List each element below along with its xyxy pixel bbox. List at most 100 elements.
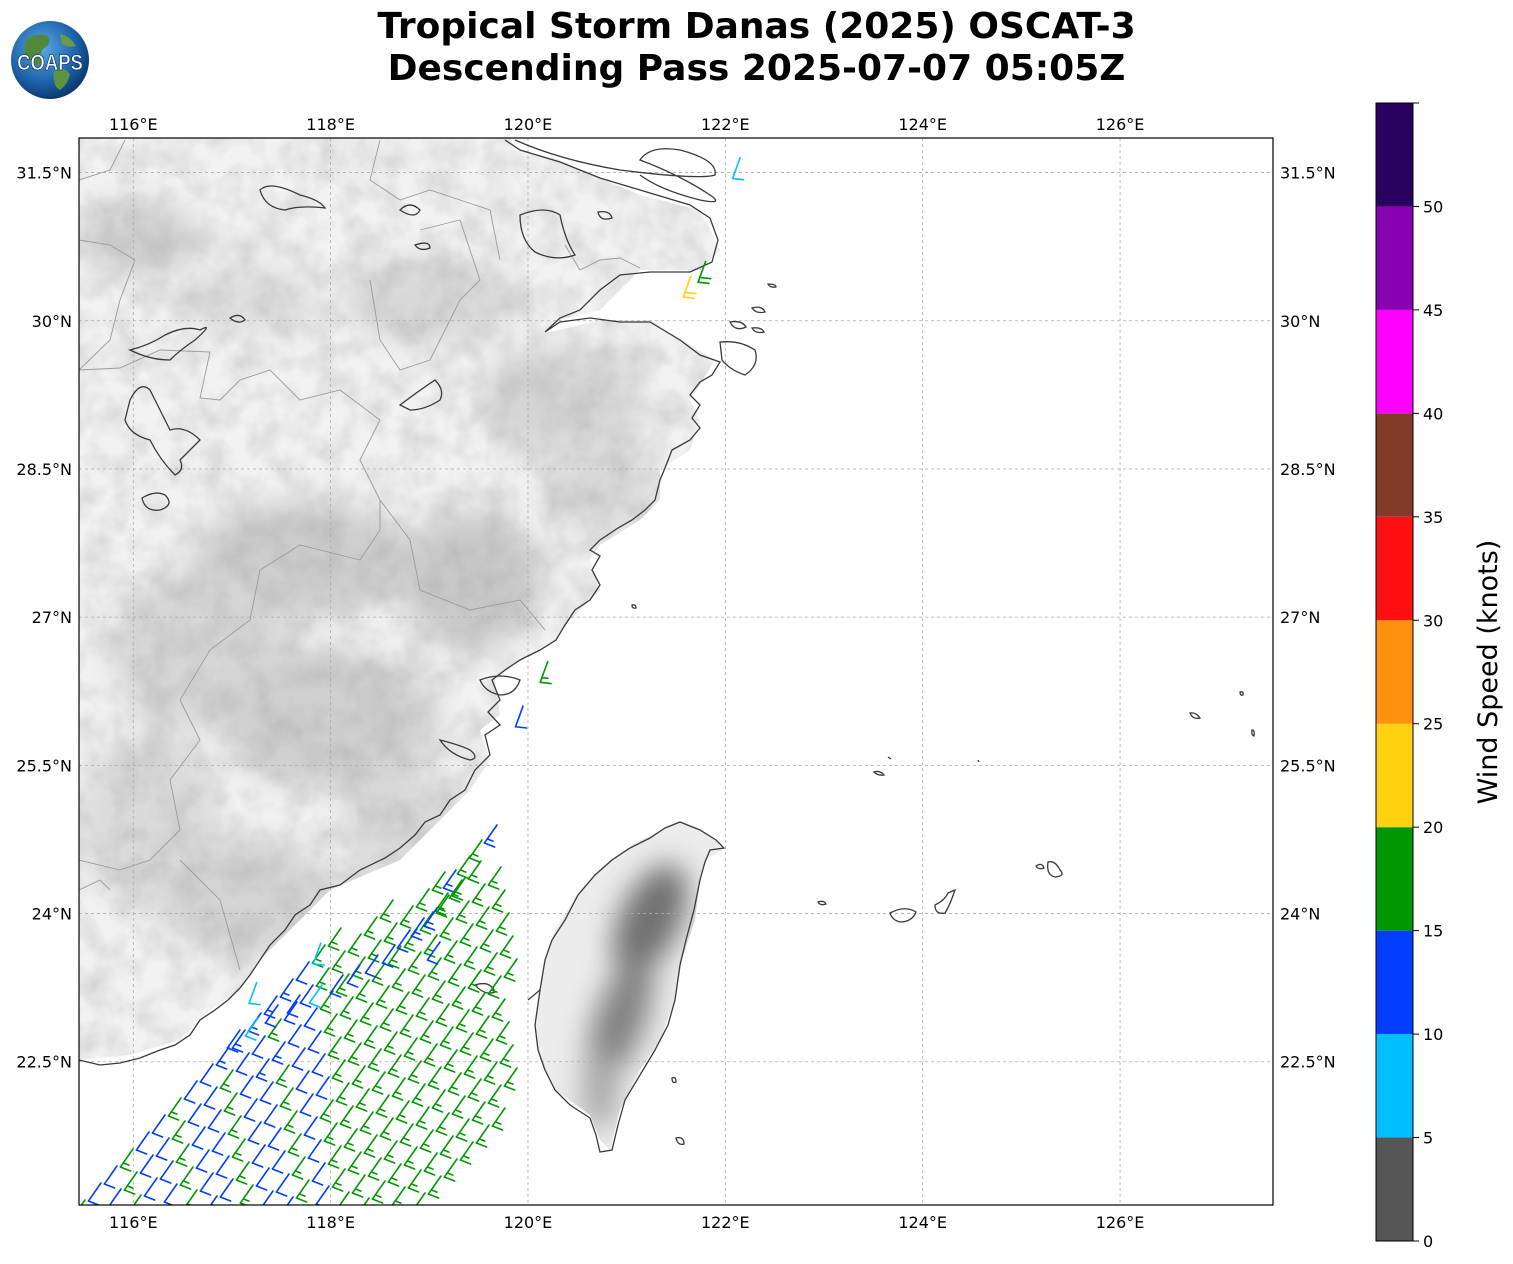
colorbar-bin-7 — [1376, 413, 1413, 517]
wind-barb — [251, 1144, 266, 1168]
wind-barb — [459, 1032, 474, 1056]
wind-barb — [383, 1140, 398, 1164]
lat-tick-left-5: 30°N — [32, 312, 72, 331]
wind-barb — [367, 1157, 382, 1181]
wind-barb — [179, 1166, 194, 1190]
wind-barb — [491, 998, 506, 1022]
wind-barb — [323, 1013, 338, 1037]
wind-barb — [87, 1182, 102, 1205]
wind-barb — [248, 981, 261, 1006]
wind-barb — [247, 1121, 262, 1145]
wind-barb — [435, 1112, 450, 1136]
lon-tick-top-3: 122°E — [701, 115, 750, 134]
colorbar-tick-2: 10 — [1423, 1025, 1443, 1044]
wind-barb — [135, 1131, 150, 1155]
wind-barb — [407, 951, 422, 975]
wind-barb — [295, 1070, 310, 1094]
wind-barb — [108, 1188, 122, 1205]
wind-barb — [185, 1189, 198, 1205]
wind-barb — [463, 1055, 478, 1079]
colorbar-frame — [1375, 102, 1414, 1242]
coaps-logo: COAPS — [11, 21, 89, 99]
wind-barb — [499, 935, 514, 959]
wind-barb — [415, 997, 430, 1021]
wind-barb — [327, 1036, 342, 1060]
wind-barb — [199, 1172, 214, 1196]
wind-barb — [219, 1069, 234, 1093]
wind-barb — [471, 992, 486, 1016]
province-borders — [79, 139, 641, 971]
colorbar-label: Wind Speed (knots) — [1473, 540, 1504, 805]
map-frame — [78, 137, 1274, 1206]
wind-barb — [163, 1183, 178, 1205]
wind-barb — [171, 1120, 186, 1144]
wind-barb — [410, 917, 425, 941]
wind-barb — [375, 1094, 390, 1118]
wind-barb — [235, 1161, 250, 1185]
wind-barb — [411, 974, 426, 998]
wind-barb — [311, 1053, 326, 1077]
wind-barb — [415, 1106, 430, 1130]
wind-barb — [303, 1007, 318, 1031]
wind-barb — [463, 946, 478, 970]
wind-barb — [499, 1044, 514, 1068]
wind-barb — [483, 952, 498, 976]
wind-barb — [491, 1107, 506, 1131]
wind-barb — [443, 1049, 458, 1073]
wind-barb — [475, 1015, 490, 1039]
wind-barb — [487, 1084, 502, 1108]
lat-tick-left-1: 24°N — [32, 905, 72, 924]
wind-barb — [215, 1155, 230, 1179]
wind-barb — [363, 1197, 370, 1205]
wind-barb — [487, 975, 502, 999]
wind-barb — [355, 1088, 370, 1112]
wind-barb — [455, 900, 470, 924]
wind-barb — [319, 1099, 334, 1123]
wind-barb — [239, 1075, 254, 1099]
wind-barb — [451, 986, 466, 1010]
wind-barb — [439, 1026, 454, 1050]
wind-barb — [451, 877, 466, 901]
wind-barb — [391, 968, 406, 992]
wind-barb — [364, 954, 379, 978]
wind-barb — [251, 1035, 266, 1059]
colorbar-bin-5 — [1376, 620, 1413, 724]
wind-barb — [227, 1115, 242, 1139]
wind-barb — [383, 1031, 398, 1055]
wind-barb — [264, 1004, 279, 1028]
wind-barb — [195, 1149, 210, 1173]
wind-barb — [187, 1103, 202, 1127]
page-title: Tropical Storm Danas (2025) OSCAT-3 Desc… — [0, 6, 1513, 90]
wind-barb — [379, 1117, 394, 1141]
lon-tick-bottom-0: 116°E — [109, 1213, 158, 1232]
wind-barb — [339, 996, 354, 1020]
wind-barb — [209, 1195, 218, 1205]
wind-barb — [363, 1134, 378, 1158]
wind-barb — [243, 1098, 258, 1122]
wind-barb — [419, 1020, 434, 1044]
wind-barb — [682, 275, 697, 300]
wind-barb — [381, 944, 396, 968]
wind-barb — [427, 957, 442, 981]
wind-barb — [495, 912, 510, 936]
wind-barb — [331, 1059, 346, 1083]
wind-barb — [347, 933, 362, 957]
wind-barb — [447, 963, 462, 987]
wind-barb — [479, 1038, 494, 1062]
colorbar-tick-0: 0 — [1423, 1232, 1433, 1251]
wind-barb — [167, 1097, 182, 1121]
lon-tick-top-2: 120°E — [504, 115, 553, 134]
wind-barb — [475, 906, 490, 930]
wind-barb — [448, 879, 463, 903]
wind-barb — [287, 1133, 302, 1157]
wind-barb — [467, 860, 482, 884]
wind-barb — [175, 1143, 190, 1167]
wind-barb — [415, 1192, 426, 1205]
wind-barb — [395, 991, 410, 1015]
wind-barb — [103, 1165, 118, 1189]
wind-barb — [431, 871, 446, 895]
wind-barb — [411, 1083, 426, 1107]
wind-barb — [468, 839, 483, 863]
wind-barb — [459, 1141, 474, 1165]
wind-barb — [459, 923, 474, 947]
